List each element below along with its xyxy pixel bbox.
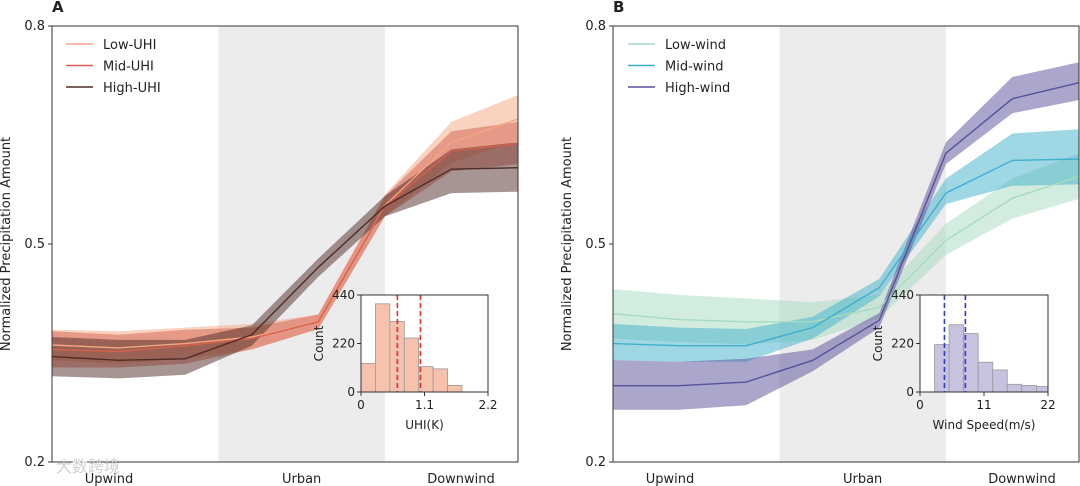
inset-histogram-bar	[389, 321, 405, 393]
inset-y-tick-label: 0	[906, 385, 914, 399]
series-line-low-uhi	[51, 118, 519, 349]
watermark: 大数跨境	[56, 457, 120, 476]
inset-histogram-bar	[375, 303, 391, 393]
inset-histogram-bar	[432, 368, 448, 393]
zone-label-upwind: Upwind	[646, 472, 695, 486]
inset-y-axis-label: Count	[312, 325, 326, 361]
series-band-high-uhi	[52, 142, 518, 379]
inset-histogram-bar	[948, 324, 965, 393]
urban-zone-shading	[218, 26, 385, 462]
series-band-mid-wind	[613, 129, 1079, 362]
inset-y-tick-label: 440	[891, 288, 914, 302]
inset-histogram-bar	[447, 384, 463, 393]
inset-x-tick-label: 11	[976, 398, 991, 412]
inset-histogram-bar	[1021, 384, 1037, 393]
y-tick-label: 0.5	[24, 237, 45, 252]
panel-letter: B	[613, 0, 624, 16]
y-tick-label: 0.2	[24, 455, 45, 470]
y-tick-label: 0.8	[585, 19, 606, 34]
legend-label-high-uhi: High-UHI	[103, 81, 161, 96]
inset-x-tick-label: 22	[1040, 398, 1055, 412]
panel-letter: A	[52, 0, 64, 16]
series-line-high-uhi	[51, 167, 519, 362]
inset-y-axis-label: Count	[871, 325, 885, 361]
panel-b: Upwind Urban Downwind 0.2 0.5 0.8 Normalized P…	[560, 0, 1080, 486]
panel-a: Upwind Urban Downwind 0.2 0.5 0.8 Normalized P…	[0, 0, 519, 486]
series-line-low-wind	[612, 175, 1080, 323]
inset-histogram-bar	[934, 344, 950, 393]
legend-label-low-wind: Low-wind	[665, 38, 726, 53]
inset-y-tick-label: 220	[891, 337, 914, 351]
zone-label-upwind: Upwind	[85, 472, 134, 486]
series-line-high-wind	[613, 82, 1080, 387]
series-line-mid-wind	[612, 158, 1080, 347]
inset-x-tick-label: 2.2	[478, 398, 497, 412]
y-tick-label: 0.5	[585, 237, 606, 252]
inset-histogram-bar	[977, 361, 994, 393]
legend-label-high-wind: High-wind	[665, 81, 730, 96]
inset-y-tick-label: 440	[332, 288, 355, 302]
zone-label-urban: Urban	[282, 472, 321, 486]
legend-label-mid-wind: Mid-wind	[665, 60, 724, 75]
inset-y-tick-label: 220	[332, 337, 355, 351]
legend-label-low-uhi: Low-UHI	[103, 38, 156, 53]
inset-x-tick-label: 1.1	[415, 398, 434, 412]
y-tick-label: 0.8	[24, 19, 45, 34]
inset-histogram-bar	[1006, 383, 1023, 393]
series-band-mid-uhi	[52, 121, 518, 368]
series-band-high-wind	[613, 62, 1079, 410]
inset-histogram-bar	[360, 362, 376, 393]
inset-histogram-bar	[1035, 386, 1049, 393]
zone-label-downwind: Downwind	[988, 472, 1056, 486]
y-axis-label: Normalized Precipitation Amount	[0, 137, 14, 351]
urban-zone-shading	[779, 26, 946, 462]
inset-histogram-bar	[403, 337, 420, 393]
y-tick-label: 0.2	[585, 455, 606, 470]
zone-label-urban: Urban	[843, 472, 882, 486]
inset-histogram-bar	[992, 369, 1008, 393]
zone-label-downwind: Downwind	[427, 472, 495, 486]
inset-y-tick-label: 0	[347, 385, 355, 399]
y-axis-label: Normalized Precipitation Amount	[560, 137, 575, 351]
inset-x-axis-label: Wind Speed(m/s)	[933, 418, 1036, 432]
legend-label-mid-uhi: Mid-UHI	[103, 60, 154, 75]
inset-x-tick-label: 0	[916, 398, 924, 412]
inset-x-axis-label: UHI(K)	[405, 418, 444, 432]
series-line-mid-uhi	[51, 143, 519, 353]
inset-x-tick-label: 0	[357, 398, 365, 412]
